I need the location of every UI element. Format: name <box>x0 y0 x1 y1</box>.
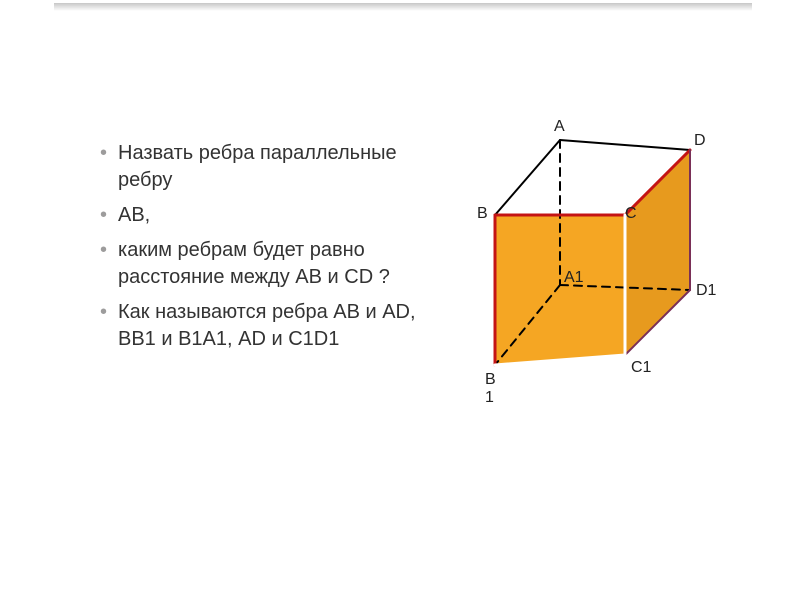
vertex-label-B1-line2: 1 <box>485 389 494 406</box>
vertex-label-D: D <box>694 132 706 150</box>
vertex-label-B: B <box>477 205 488 223</box>
bullet-text: АВ, <box>118 204 150 226</box>
bullet-text: каким ребрам будет равно расстояние межд… <box>118 239 390 288</box>
bullet-item: Как называются ребра АВ и АD, ВВ1 и В1А1… <box>100 299 420 353</box>
cube-diagram: A D B C A1 D1 C1 B 1 <box>440 110 740 440</box>
bullet-text: Как называются ребра АВ и АD, ВВ1 и В1А1… <box>118 301 416 350</box>
vertex-label-B1-line1: B <box>485 371 496 388</box>
vertex-label-C: C <box>625 205 637 223</box>
slide: Назвать ребра параллельные ребру АВ, как… <box>0 0 800 600</box>
vertex-label-D1: D1 <box>696 282 716 300</box>
vertex-label-C1: C1 <box>631 359 651 377</box>
top-shadow <box>54 3 752 11</box>
bullet-item: Назвать ребра параллельные ребру <box>100 140 420 194</box>
vertex-label-A1: A1 <box>564 269 584 287</box>
bullet-text: Назвать ребра параллельные ребру <box>118 142 397 191</box>
vertex-label-B1: B 1 <box>485 371 496 407</box>
bullet-item: АВ, <box>100 202 420 229</box>
bullet-item: каким ребрам будет равно расстояние межд… <box>100 237 420 291</box>
vertex-label-A: A <box>554 118 565 136</box>
bullet-list: Назвать ребра параллельные ребру АВ, как… <box>60 140 420 361</box>
